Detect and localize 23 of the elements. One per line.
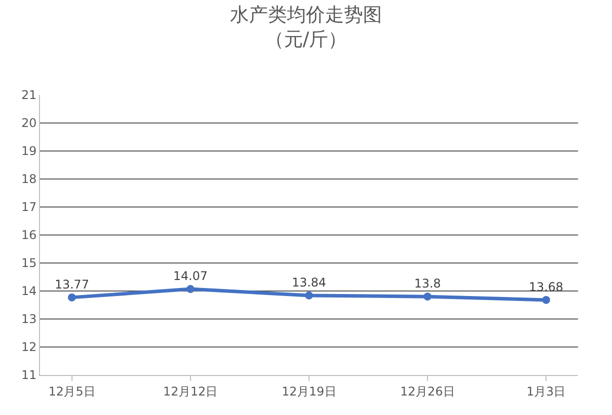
y-tick-label: 20 (21, 116, 37, 130)
y-tick-label: 15 (21, 256, 37, 270)
y-tick-label: 17 (21, 200, 37, 214)
data-label: 13.84 (292, 275, 326, 290)
chart-subtitle: （元/斤） (264, 28, 348, 50)
x-tick-label: 1月3日 (526, 384, 566, 398)
data-label: 13.8 (414, 276, 441, 291)
x-tick-label: 12月5日 (48, 384, 96, 398)
y-tick-label: 14 (21, 284, 37, 298)
y-tick-label: 21 (21, 88, 37, 102)
x-tick-label: 12月19日 (282, 384, 336, 398)
x-tick-label: 12月12日 (163, 384, 218, 398)
y-tick-label: 11 (21, 368, 37, 382)
y-tick-label: 12 (21, 340, 37, 354)
y-tick-label: 18 (21, 172, 37, 186)
data-label: 13.77 (54, 277, 90, 292)
y-tick-label: 16 (21, 228, 37, 242)
x-tick-label: 12月26日 (400, 384, 455, 398)
data-label: 14.07 (173, 269, 208, 284)
y-tick-label: 19 (21, 144, 37, 158)
y-tick-label: 13 (21, 312, 37, 326)
chart-title: 水产类均价走势图 (230, 4, 382, 26)
data-label: 13.68 (528, 280, 564, 294)
